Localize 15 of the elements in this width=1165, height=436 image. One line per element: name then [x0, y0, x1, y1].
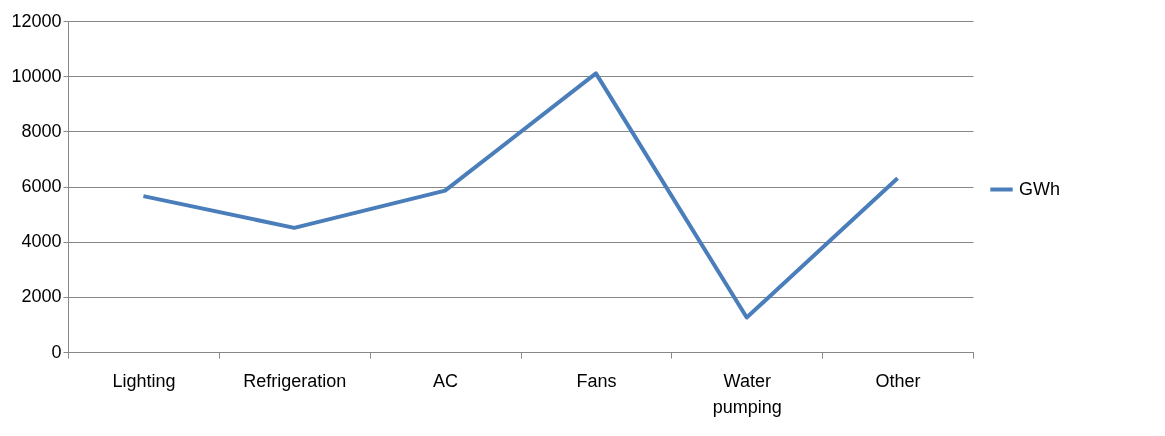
legend-label: GWh [1019, 178, 1061, 199]
y-tick-label: 8000 [21, 120, 62, 141]
y-tick-label: 4000 [21, 231, 62, 252]
y-tick-label: 0 [51, 341, 62, 362]
y-tick-label: 12000 [11, 10, 62, 31]
x-tick-label: Other [875, 370, 921, 391]
x-tick-label: AC [433, 370, 459, 391]
line-series [141, 71, 900, 320]
y-tick-label: 10000 [11, 65, 62, 86]
y-tick-label: 2000 [21, 286, 62, 307]
x-tick-label: Water pumping [712, 370, 782, 417]
y-tick-label: 6000 [21, 176, 62, 196]
x-tick-label: Lighting [112, 370, 176, 391]
x-tick-label: Fans [576, 370, 617, 391]
x-tick-label: Refrigeration [243, 370, 347, 391]
